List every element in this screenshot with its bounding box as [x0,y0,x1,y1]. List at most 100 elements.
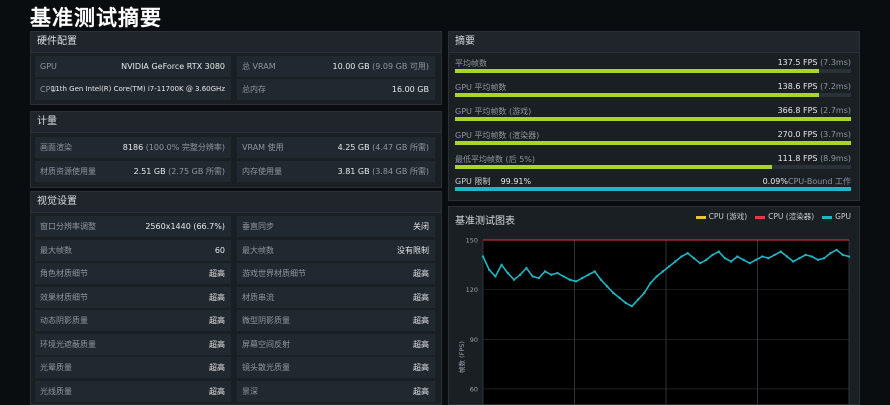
y-tick-label: 90 [470,336,478,344]
data-point [488,268,491,271]
visual-setting-row: 最大帧数 没有限制 [237,239,435,261]
summary-value: 137.5 FPS (7.3ms) [777,58,851,67]
setting-value: 没有限制 [397,245,429,255]
data-point [643,291,646,295]
data-point [481,255,485,258]
visual-settings-panel: 视觉设置 窗口分辨率调整 2560x1440 (66.7%) 垂直同步 关闭 最大帧数 6… [30,191,442,405]
data-point [791,260,795,263]
setting-label: 材质串流 [242,292,274,302]
data-point [729,260,733,263]
hardware-row-vram: 总 VRAM 10.00 GB (9.09 GB 可用) [237,56,435,77]
data-point [674,260,677,263]
summary-header: 摘要 [449,32,859,53]
data-point [624,301,627,305]
hardware-row-ram: 总内存 16.00 GB [237,79,435,100]
summary-label: GPU 平均帧数 [455,83,507,92]
y-axis-label: 帧数 (FPS) [457,341,466,373]
hardware-row-cpu: CPU 11th Gen Intel(R) Core(TM) i7-11700K… [35,79,231,100]
data-point [810,255,813,258]
setting-label: 角色材质细节 [40,269,88,278]
legend-label: GPU [835,212,851,221]
visual-setting-row: 环境光遮蔽质量 超高 [35,333,231,355]
setting-value: 超高 [209,269,225,278]
data-point [661,270,665,273]
data-point [543,270,547,273]
summary-row: GPU 平均帧数 138.6 FPS (7.2ms) [453,80,855,103]
data-point [506,271,510,275]
row-value: 10.00 GB (9.09 GB 可用) [332,62,429,71]
bound-bar [455,187,851,191]
data-point [537,276,541,280]
setting-value: 超高 [413,339,429,349]
visual-setting-row: 角色材质细节 超高 [35,263,231,284]
setting-label: 最大帧数 [242,245,274,255]
data-point [550,273,553,276]
summary-row: 最低平均帧数 (后 5%) 111.8 FPS (8.9ms) [453,152,855,175]
data-point [512,278,516,281]
data-point [562,275,565,278]
legend-label: CPU (游戏) [708,212,748,221]
setting-label: 垂直同步 [242,222,274,231]
data-point [785,255,789,258]
legend-swatch [695,215,706,219]
legend-label: CPU (渲染器) [768,212,815,221]
data-point [605,285,609,288]
data-point [835,248,838,252]
setting-label: 景深 [242,386,258,396]
y-tick-label: 60 [470,385,478,393]
data-point [841,253,844,257]
summary-value: 111.8 FPS (8.9ms) [777,154,851,163]
stats-header: 计量 [31,112,441,133]
setting-value: 超高 [209,363,225,372]
data-point [754,258,758,262]
data-point [760,255,764,258]
setting-label: 微型阴影质量 [242,316,290,325]
data-point [742,258,745,262]
visual-setting-row: 微型阴影质量 超高 [237,310,435,331]
setting-value: 60 [214,245,225,255]
setting-label: 屏幕空间反射 [242,339,290,349]
summary-label: 最低平均帧数 (后 5%) [455,155,536,164]
data-point [804,253,807,257]
data-point [705,258,708,262]
setting-label: 效果材质细节 [40,292,88,302]
setting-label: 光晕质量 [40,363,72,372]
visual-setting-row: 效果材质细节 超高 [35,286,231,308]
summary-label: 平均帧数 [455,59,487,68]
chart-header: 基准测试图表 [455,216,515,227]
hardware-row-gpu: GPU NVIDIA GeForce RTX 3080 [35,56,231,77]
row-label: CPU [40,85,57,94]
data-point [847,255,851,258]
visual-setting-row: 材质串流 超高 [237,286,435,308]
setting-value: 超高 [413,292,429,302]
summary-value: 366.8 FPS (2.7ms) [777,106,851,115]
visual-setting-row: 景深 超高 [237,380,435,402]
stats-row-memory: 内存使用量 3.81 GB (3.84 GB 所需) [237,161,435,182]
data-point [494,275,497,278]
chart-panel: 基准测试图表 CPU (游戏) CPU (渲染器) GPU 60 90 120 150 帧数… [448,206,860,405]
summary-label: GPU 平均帧数 (游戏) [455,107,532,116]
row-label: 总内存 [242,85,266,94]
bound-left-label: GPU 限制 [455,177,491,186]
bound-right-label: CPU-Bound 工作 [787,177,851,186]
data-point [667,265,671,268]
data-point [500,263,503,267]
visual-setting-row: 光晕质量 超高 [35,357,231,378]
data-point [767,257,770,260]
summary-row: GPU 平均帧数 (游戏) 366.8 FPS (2.7ms) [453,104,855,127]
data-point [587,273,590,276]
setting-value: 超高 [209,316,225,325]
data-point [698,261,702,265]
setting-value: 2560x1440 (66.7%) [145,222,225,231]
benchmark-chart: 60 90 120 150 帧数 (FPS) [457,237,851,404]
data-point [711,253,714,257]
setting-label: 最大帧数 [40,245,72,255]
data-point [556,271,559,275]
summary-row: GPU 平均帧数 (渲染器) 270.0 FPS (3.7ms) [453,128,855,151]
summary-label: GPU 平均帧数 (渲染器) [455,131,540,140]
data-point [686,252,689,255]
bound-right-value: 0.09% [762,177,788,186]
data-point [822,257,826,260]
chart-legend: CPU (游戏) CPU (渲染器) GPU [688,211,851,222]
data-point [692,257,696,260]
